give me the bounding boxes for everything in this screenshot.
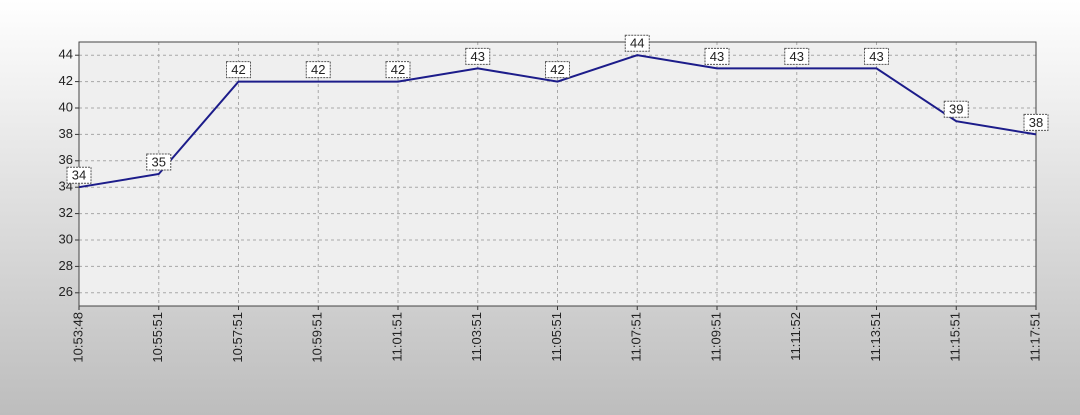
data-label-group: 35 [146,153,172,171]
data-label: 42 [550,62,564,77]
data-label-box [864,47,889,65]
data-label: 44 [630,36,644,51]
y-tick-label: 38 [59,126,73,141]
data-line [78,54,1037,189]
data-label-box [545,61,570,79]
data-label-group: 34 [66,166,92,184]
x-tick-label: 10:55:51 [150,312,165,363]
data-label-box [943,100,969,118]
data-label-box [704,47,730,65]
y-tick-label: 32 [59,205,73,220]
data-label-box [465,47,491,65]
x-tick-label: 11:07:51 [629,312,644,362]
data-label-group: 43 [784,47,810,65]
x-tick-label: 11:15:51 [948,312,963,362]
data-label: 42 [231,62,245,77]
data-label: 43 [790,49,804,64]
x-tick-label: 11:03:51 [469,312,484,362]
data-label: 43 [869,49,883,64]
y-tick-label: 40 [59,99,73,114]
data-label-box [146,153,172,171]
data-label-group: 39 [943,100,969,118]
y-tick-label: 42 [59,73,73,88]
x-tick-label: 11:11:52 [788,312,803,361]
data-label-group: 42 [545,61,570,79]
data-label: 34 [72,168,86,183]
data-label: 35 [152,154,166,169]
x-tick-label: 11:09:51 [708,312,723,362]
data-label: 42 [391,62,405,77]
data-label-box [1023,113,1049,131]
y-tick-label: 28 [59,258,73,273]
data-label-group: 43 [864,47,889,65]
x-tick-label: 11:13:51 [868,312,883,362]
data-label: 43 [710,49,724,64]
y-tick-label: 44 [59,47,73,62]
data-label-group: 38 [1023,113,1049,131]
y-tick-label: 36 [59,152,73,167]
data-label-group: 43 [704,47,730,65]
data-label: 39 [949,102,963,117]
x-tick-label: 10:59:51 [310,312,325,363]
data-label-box [226,61,251,79]
data-label-group: 42 [385,61,411,79]
x-tick-label: 10:53:48 [70,312,85,363]
data-label-box [784,47,810,65]
y-tick-label: 26 [59,284,73,299]
data-label: 43 [471,49,485,64]
x-tick-label: 11:01:51 [389,312,404,362]
data-label-group: 42 [305,61,331,79]
y-tick-label: 30 [59,231,73,246]
x-tick-label: 11:17:51 [1027,312,1042,362]
data-label-box [305,61,331,79]
data-label-group: 43 [465,47,491,65]
x-tick-label: 11:05:51 [549,312,564,362]
data-label-box [66,166,92,184]
data-label: 38 [1029,115,1043,130]
data-label: 42 [311,62,325,77]
x-tick-label: 10:57:51 [230,312,245,363]
data-label-group: 42 [226,61,251,79]
data-label-box [385,61,411,79]
data-label-box [624,34,650,52]
data-label-group: 44 [624,34,650,52]
